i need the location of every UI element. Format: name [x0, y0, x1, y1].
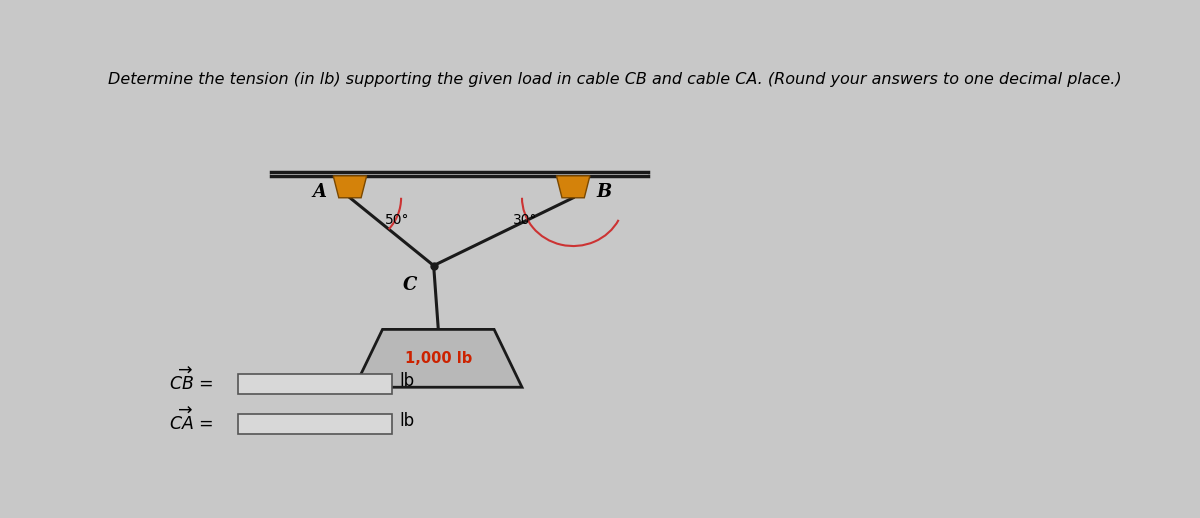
- Text: lb: lb: [400, 412, 414, 430]
- Polygon shape: [355, 329, 522, 387]
- Text: 50°: 50°: [385, 213, 409, 227]
- Bar: [271, 172, 648, 176]
- Text: Determine the tension (in lb) supporting the given load in cable CB and cable CA: Determine the tension (in lb) supporting…: [108, 72, 1122, 87]
- Polygon shape: [557, 176, 590, 198]
- Polygon shape: [334, 176, 367, 198]
- Text: A: A: [313, 183, 326, 201]
- Text: 30°: 30°: [514, 213, 538, 227]
- Text: $\overrightarrow{CA}$ =: $\overrightarrow{CA}$ =: [168, 408, 212, 435]
- Text: B: B: [596, 183, 612, 201]
- Text: lb: lb: [400, 372, 414, 390]
- Text: 1,000 lb: 1,000 lb: [404, 351, 472, 366]
- Text: $\overrightarrow{CB}$ =: $\overrightarrow{CB}$ =: [168, 368, 212, 395]
- Bar: [239, 414, 391, 434]
- Text: C: C: [402, 276, 416, 294]
- Bar: [239, 375, 391, 394]
